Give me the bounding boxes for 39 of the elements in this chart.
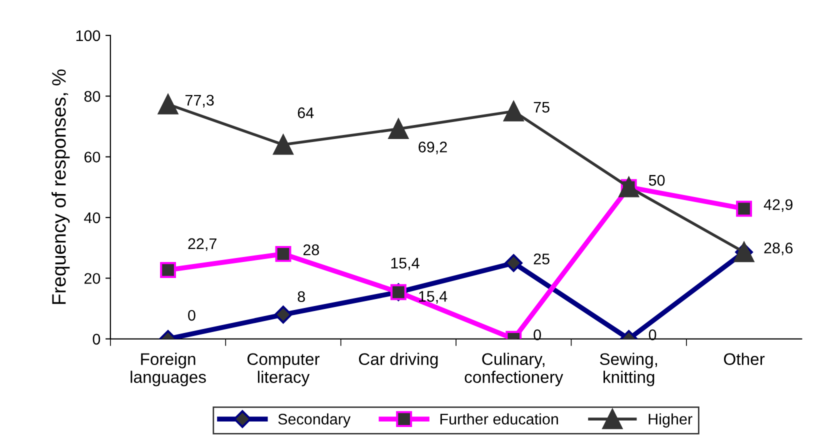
legend-label: Higher xyxy=(648,413,692,428)
legend-label: Further education xyxy=(440,413,558,425)
data-label: 69,2 xyxy=(418,142,447,154)
x-tick-label: Foreign languages xyxy=(130,352,206,386)
x-tick-label: Other xyxy=(724,352,765,366)
data-label: 28,6 xyxy=(764,242,793,256)
data-label: 77,3 xyxy=(185,94,214,108)
data-label: 50 xyxy=(648,174,665,186)
point xyxy=(273,134,294,155)
y-tick-label: 20 xyxy=(84,273,100,284)
data-label: 64 xyxy=(298,107,314,118)
point xyxy=(736,200,752,217)
y-tick-label: 100 xyxy=(76,30,100,42)
data-label: 75 xyxy=(534,102,550,113)
point xyxy=(274,306,292,324)
point xyxy=(388,118,409,139)
y-tick-label: 40 xyxy=(84,212,100,224)
data-label: 25 xyxy=(534,254,550,264)
x-tick-label: Sewing, knitting xyxy=(600,352,657,386)
data-label: 8 xyxy=(298,291,305,302)
data-label: 22,7 xyxy=(188,238,216,251)
point xyxy=(160,262,176,278)
point xyxy=(504,254,523,272)
y-tick-label: 60 xyxy=(84,152,100,163)
point xyxy=(504,101,524,122)
data-label: 15,4 xyxy=(391,258,420,270)
y-tick-label: 80 xyxy=(84,91,100,102)
y-tick-label: 0 xyxy=(92,334,100,345)
point xyxy=(158,94,178,114)
x-tick-label: Car driving xyxy=(358,352,438,368)
legend-label: Secondary xyxy=(278,413,351,428)
y-axis-title: Frequency of responses, % xyxy=(52,70,70,304)
x-tick-label: Computer literacy xyxy=(247,353,320,386)
data-label: 0 xyxy=(188,310,196,321)
data-label: 42,9 xyxy=(764,199,792,212)
data-label: 15,4 xyxy=(419,291,448,304)
point xyxy=(275,246,292,262)
data-label: 28 xyxy=(303,244,320,256)
x-tick-label: Culinary, confectionery xyxy=(464,352,564,386)
